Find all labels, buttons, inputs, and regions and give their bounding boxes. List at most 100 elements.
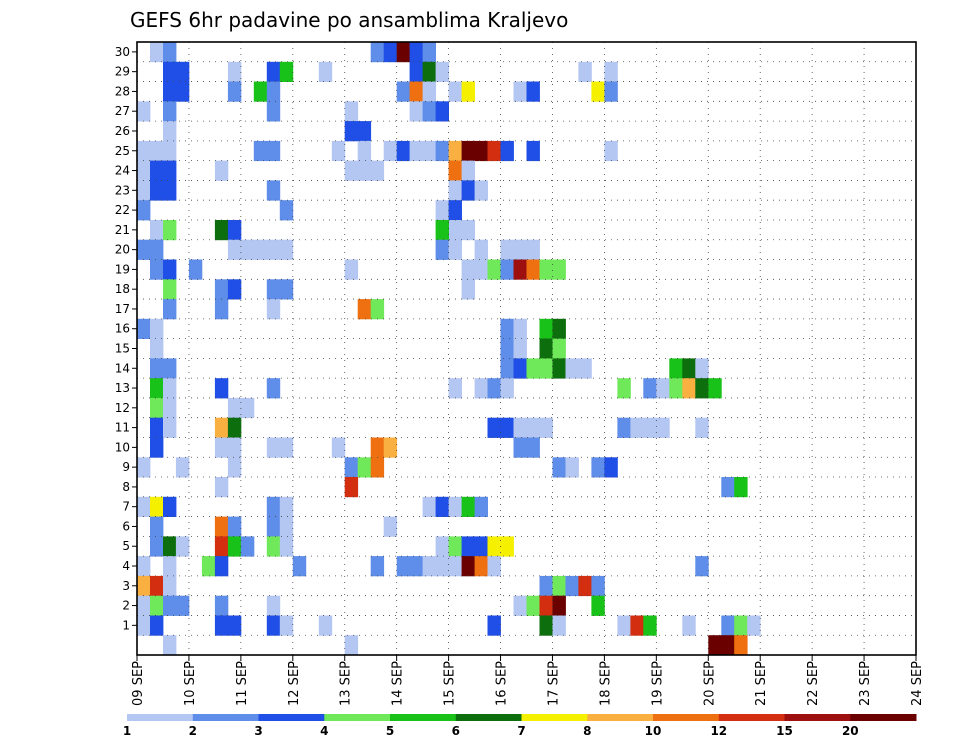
heatmap-cell [214,160,229,181]
heatmap-cell [487,615,501,636]
heatmap-cell [266,299,281,320]
heatmap-cell [409,556,423,577]
heatmap-cell [266,81,281,102]
heatmap-cell [137,160,151,181]
colorbar-level-label: 12 [710,724,727,738]
heatmap-cell [266,595,281,616]
colorbar: 1 2 3 4 5 6 7 8 10 12 15 20 [123,714,917,738]
heatmap-cell [318,61,333,82]
heatmap-cell [552,259,566,280]
colorbar-level-label: 6 [452,724,460,738]
heatmap-cell [150,160,164,181]
heatmap-cell [500,378,514,399]
heatmap-cell [150,595,164,616]
heatmap-cell [227,239,242,260]
heatmap-cell [344,457,359,478]
heatmap-cell [461,279,475,300]
heatmap-cell [344,101,359,122]
heatmap-cell [163,42,177,63]
colorbar-swatch [850,714,917,721]
heatmap-cell [344,160,359,181]
y-tick-label: 11 [115,421,130,435]
heatmap-cell [227,397,242,419]
heatmap-cell [422,556,436,577]
heatmap-cell [591,81,605,102]
heatmap-cell [539,615,553,636]
heatmap-cell [526,239,540,260]
heatmap-cell [643,615,657,636]
heatmap-cell [227,536,242,557]
heatmap-cell [150,575,164,597]
chart-title: GEFS 6hr padavine po ansamblima Kraljevo [130,8,568,32]
heatmap-cell [214,477,229,498]
heatmap-cell [474,378,488,399]
heatmap-cell [370,299,385,320]
y-tick-label: 29 [115,65,130,79]
heatmap-cell [344,477,359,498]
heatmap-cell [539,338,553,359]
heatmap-cell [331,140,346,162]
heatmap-cell [526,259,540,280]
y-tick-label: 17 [115,302,130,316]
heatmap-cell [150,417,164,438]
heatmap-cell [163,220,177,241]
heatmap-cell [188,259,203,280]
heatmap-cell [227,220,242,241]
heatmap-cell [435,101,449,122]
heatmap-cell [396,42,411,63]
heatmap-cell [656,417,670,438]
x-tick-label: 24 SEP [910,661,925,706]
heatmap-cell [279,239,294,260]
heatmap-cell [279,496,294,517]
heatmap-cell [539,575,553,597]
heatmap-cell [435,239,449,260]
heatmap-cell [357,160,372,181]
heatmap-cell [500,417,514,438]
heatmap-cell [150,397,164,419]
x-tick-label: 16 SEP [495,661,510,706]
heatmap-cell [630,615,644,636]
y-tick-label: 7 [122,500,130,514]
heatmap-cell [695,358,709,379]
heatmap-cell [137,318,151,339]
heatmap-cell [604,61,618,82]
heatmap-cell [266,180,281,201]
heatmap-cell [331,437,346,458]
heatmap-cell [396,556,411,577]
colorbar-swatch [587,714,654,721]
heatmap-cell [344,259,359,280]
colorbar-swatch [258,714,325,721]
heatmap-cell [448,200,462,221]
heatmap-cell [214,417,229,438]
heatmap-cell [513,81,527,102]
x-tick-label: 17 SEP [546,661,561,706]
heatmap-cell [292,556,307,577]
y-tick-label: 1 [122,618,130,632]
heatmap-cell [617,378,631,399]
colorbar-level-label: 4 [320,724,328,738]
y-tick-label: 30 [115,45,130,59]
x-tick-label: 12 SEP [287,661,302,706]
heatmap-cell [175,457,190,478]
y-tick-label: 13 [115,381,130,395]
heatmap-cell [734,477,748,498]
y-tick-label: 25 [115,144,130,158]
heatmap-cell [474,180,488,201]
heatmap-cell [279,279,294,300]
heatmap-cell [150,42,164,63]
heatmap-cell [357,299,372,320]
colorbar-level-label: 5 [386,724,394,738]
heatmap-cell [448,160,462,181]
heatmap-cell [163,496,177,517]
heatmap-cell [708,635,722,656]
heatmap-cell [150,338,164,359]
y-tick-label: 27 [115,104,130,118]
heatmap-cell [163,575,177,597]
heatmap-cell [344,121,359,142]
heatmap-cell [150,437,164,458]
heatmap-cell [448,81,462,102]
x-tick-label: 22 SEP [806,661,821,706]
heatmap-cell [163,121,177,142]
heatmap-cell [163,635,177,656]
heatmap-cell [409,140,423,162]
